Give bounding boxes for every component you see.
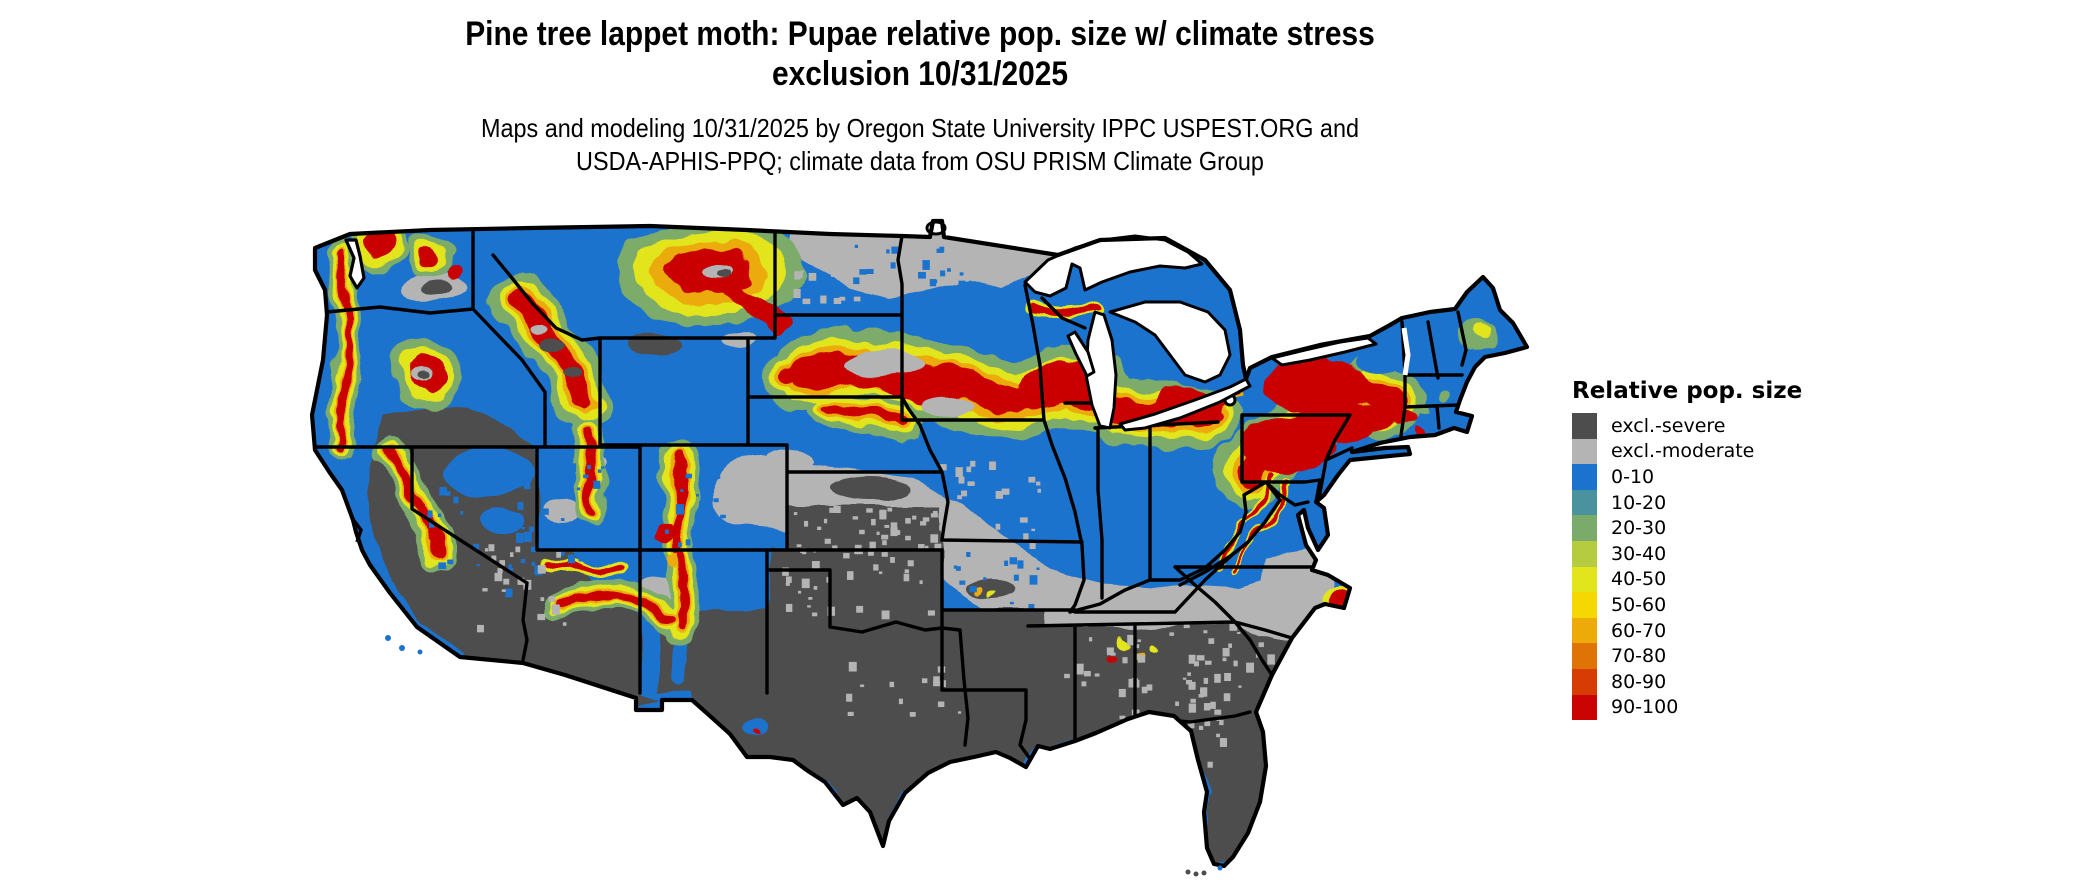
legend-swatch-icon bbox=[1572, 694, 1597, 721]
legend-swatch-icon bbox=[1572, 413, 1597, 439]
legend-item: 30-40 bbox=[1572, 540, 1802, 567]
legend-swatch-icon bbox=[1572, 643, 1597, 669]
legend-item-label: 80-90 bbox=[1611, 670, 1667, 693]
state-borders bbox=[312, 226, 1468, 762]
legend-item: 60-70 bbox=[1572, 617, 1802, 644]
coast-details bbox=[344, 238, 1223, 877]
raster-layers bbox=[312, 221, 1527, 866]
legend-swatch-icon bbox=[1572, 617, 1597, 644]
puget-sound bbox=[344, 238, 366, 290]
lake-champlain bbox=[1401, 327, 1411, 376]
legend-item-label: excl.-severe bbox=[1611, 414, 1726, 437]
legend-swatch-icon bbox=[1572, 566, 1597, 593]
legend: Relative pop. size excl.-severe excl.-mod… bbox=[1572, 378, 1803, 721]
legend-item-label: 20-30 bbox=[1611, 517, 1667, 540]
hotspot-bands-layer bbox=[327, 221, 1500, 733]
legend-item: 10-20 bbox=[1572, 489, 1802, 516]
legend-item-label: 0-10 bbox=[1611, 465, 1655, 488]
legend-swatch-icon bbox=[1572, 464, 1597, 490]
legend-item: 80-90 bbox=[1572, 668, 1802, 695]
legend-item: 40-50 bbox=[1572, 566, 1802, 593]
legend-item-label: 10-20 bbox=[1611, 491, 1667, 514]
map-title-line2: exclusion 10/31/2025 bbox=[771, 55, 1069, 93]
legend-item: 0-10 bbox=[1572, 464, 1802, 490]
legend-swatch-icon bbox=[1572, 515, 1597, 541]
map-subtitle-line1: Maps and modeling 10/31/2025 by Oregon S… bbox=[481, 113, 1359, 143]
legend-title: Relative pop. size bbox=[1572, 378, 1803, 404]
legend-item-label: 40-50 bbox=[1611, 568, 1667, 591]
legend-item-label: 70-80 bbox=[1611, 645, 1667, 668]
legend-item: 90-100 bbox=[1572, 694, 1802, 721]
legend-item-label: 60-70 bbox=[1611, 619, 1667, 642]
legend-swatch-icon bbox=[1572, 438, 1597, 465]
lake-huron bbox=[1108, 300, 1232, 384]
green-bay bbox=[1066, 330, 1096, 378]
legend-item-label: 90-100 bbox=[1611, 696, 1679, 719]
core-holes-layer bbox=[414, 266, 1402, 417]
map-subtitle-line2: USDA-APHIS-PPQ; climate data from OSU PR… bbox=[576, 146, 1264, 176]
legend-items: excl.-severe excl.-moderate 0-10 10-20 20-30… bbox=[1572, 413, 1802, 721]
lake-erie bbox=[1118, 377, 1252, 432]
florida-keys bbox=[1185, 865, 1223, 877]
channel-islands bbox=[385, 635, 423, 655]
legend-item-label: 30-40 bbox=[1611, 542, 1667, 565]
map-title-line1: Pine tree lappet moth: Pupae relative po… bbox=[465, 15, 1375, 53]
legend-item-label: 50-60 bbox=[1611, 593, 1667, 616]
legend-item: 20-30 bbox=[1572, 515, 1802, 541]
legend-swatch-icon bbox=[1572, 668, 1597, 695]
legend-item: 70-80 bbox=[1572, 643, 1802, 669]
legend-item: excl.-severe bbox=[1572, 413, 1802, 439]
legend-item-label: excl.-moderate bbox=[1611, 440, 1755, 463]
us-map bbox=[230, 160, 1560, 892]
legend-swatch-icon bbox=[1572, 540, 1597, 567]
map-title: Pine tree lappet moth: Pupae relative po… bbox=[270, 14, 1570, 94]
map-subtitle: Maps and modeling 10/31/2025 by Oregon S… bbox=[270, 112, 1570, 178]
legend-swatch-icon bbox=[1572, 592, 1597, 618]
san-francisco-bay bbox=[350, 516, 363, 543]
legend-item: 50-60 bbox=[1572, 592, 1802, 618]
legend-swatch-icon bbox=[1572, 489, 1597, 516]
legend-item: excl.-moderate bbox=[1572, 438, 1802, 465]
us-map-svg bbox=[230, 160, 1560, 877]
